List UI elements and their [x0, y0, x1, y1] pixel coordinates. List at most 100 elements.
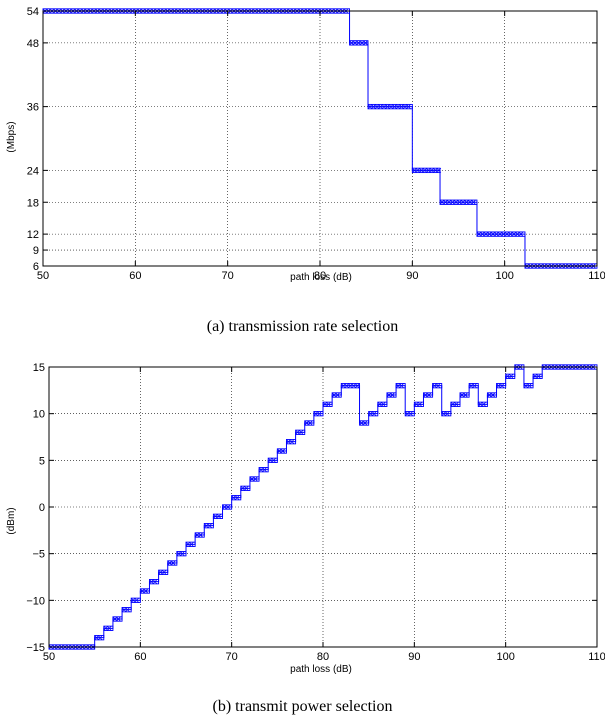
y-tick-label: −15 [26, 642, 45, 654]
marker-band [496, 383, 507, 389]
data-point [352, 40, 358, 46]
data-point [152, 579, 158, 585]
marker-band [423, 392, 434, 398]
data-point [464, 199, 469, 205]
marker-band [231, 495, 242, 501]
data-point [231, 495, 236, 501]
data-point [480, 231, 485, 237]
data-point [267, 457, 273, 463]
marker-band [121, 607, 132, 613]
marker-band [395, 383, 406, 389]
y-tick-label: 24 [27, 165, 39, 177]
data-point [307, 420, 313, 426]
data-point [417, 401, 423, 407]
x-tick-label: 50 [43, 651, 55, 663]
marker-band [295, 429, 306, 435]
x-tick-label: 100 [495, 270, 513, 282]
marker-band [411, 167, 441, 174]
data-point [459, 392, 465, 398]
marker-band [112, 616, 123, 622]
data-point [426, 167, 431, 173]
y-tick-label: 5 [39, 455, 45, 467]
marker-band [194, 532, 205, 538]
data-point [446, 199, 452, 205]
y-tick-label: 48 [27, 38, 39, 50]
y-tick-label: 18 [27, 197, 39, 209]
data-point [523, 383, 529, 389]
marker-band [349, 40, 369, 46]
data-point [331, 392, 337, 398]
marker-band [304, 420, 315, 426]
data-point [371, 411, 377, 417]
plot-line [48, 364, 598, 650]
data-point [125, 607, 130, 613]
marker-band [486, 392, 497, 398]
data-point [496, 383, 501, 389]
rate-selection-chart: 50 60 70 80 90 100 110 6 9 12 18 24 36 48 54 path loss… [6, 6, 605, 283]
data-point [406, 104, 411, 110]
data-point [450, 401, 456, 407]
data-point [457, 199, 462, 205]
data-point [317, 411, 322, 417]
marker-band [286, 439, 297, 445]
data-point [518, 231, 524, 237]
x-tick-label: 60 [129, 270, 141, 282]
data-point [429, 167, 435, 173]
marker-band [367, 103, 413, 110]
data-point [207, 523, 213, 529]
data-point [347, 383, 353, 389]
marker-band [258, 467, 269, 473]
data-point [402, 104, 408, 110]
data-point [176, 551, 182, 557]
data-point [497, 231, 503, 237]
data-point [194, 532, 200, 538]
y-tick-label: 0 [39, 502, 45, 514]
data-point [322, 401, 328, 407]
data-point [501, 231, 506, 237]
data-point [234, 495, 240, 501]
data-point [504, 231, 510, 237]
data-point [356, 40, 361, 46]
marker-band [176, 551, 187, 557]
data-point [463, 392, 468, 398]
data-point [467, 199, 473, 205]
marker-band [450, 401, 461, 407]
data-point [494, 231, 499, 237]
data-point [390, 392, 395, 398]
data-point [203, 523, 209, 529]
data-point [103, 625, 109, 631]
x-tick-label: 90 [406, 270, 418, 282]
data-point [258, 467, 264, 473]
marker-band [130, 597, 141, 603]
x-tick-label: 100 [496, 651, 514, 663]
marker-band [212, 513, 223, 519]
marker-band [103, 625, 114, 631]
data-point [185, 541, 191, 547]
marker-band [203, 523, 214, 529]
marker-band [276, 448, 287, 454]
marker-band [476, 231, 526, 237]
data-point [363, 40, 368, 46]
data-point [392, 104, 397, 110]
marker-band [441, 411, 452, 417]
x-tick-label: 110 [588, 651, 605, 663]
data-point [490, 231, 496, 237]
data-point [511, 231, 517, 237]
data-point [472, 383, 477, 389]
data-point [170, 560, 176, 566]
data-point [97, 635, 103, 641]
data-point [415, 167, 421, 173]
marker-band [158, 569, 169, 575]
marker-band [386, 392, 397, 398]
data-point [381, 401, 386, 407]
x-tick-label: 110 [588, 270, 605, 282]
data-point [453, 199, 459, 205]
y-tick-label: 10 [33, 409, 45, 421]
data-markers [48, 364, 598, 650]
data-point [508, 231, 513, 237]
data-point [198, 532, 203, 538]
chart-b-caption: (b) transmit power selection [212, 698, 393, 715]
data-point [423, 392, 428, 398]
y-tick-label: 15 [33, 362, 45, 374]
data-point [408, 411, 413, 417]
